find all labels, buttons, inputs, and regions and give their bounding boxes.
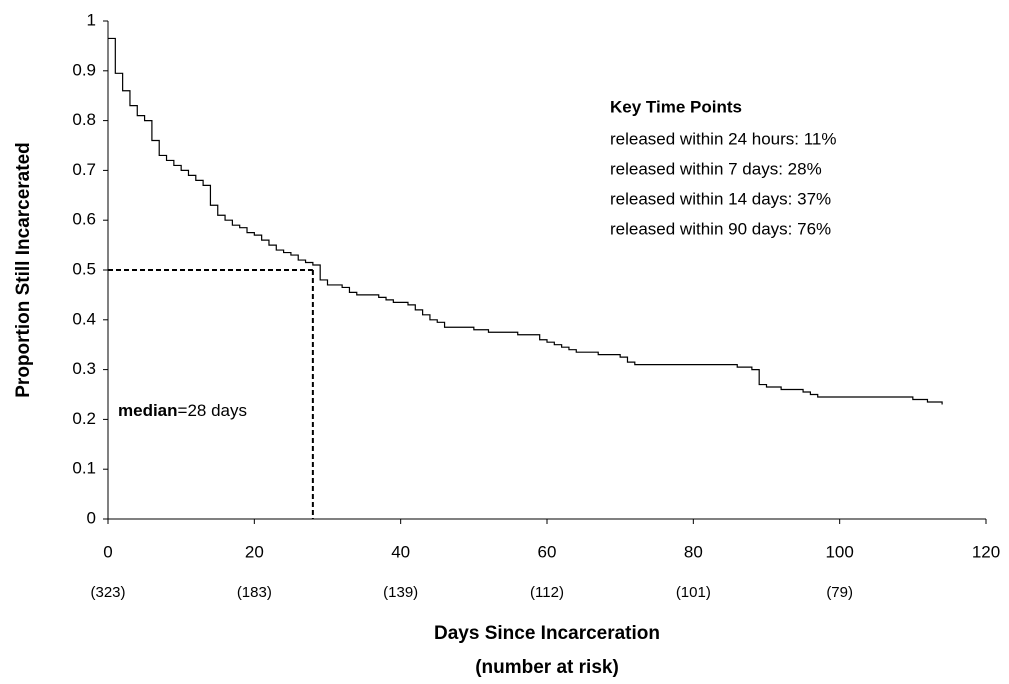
x-tick-label: 120: [972, 542, 1000, 561]
key-line: released within 14 days: 37%: [610, 189, 831, 208]
key-line: released within 24 hours: 11%: [610, 129, 837, 148]
y-tick-label: 0.6: [72, 210, 96, 229]
y-tick-label: 0.3: [72, 359, 96, 378]
y-axis-title: Proportion Still Incarcerated: [13, 142, 34, 398]
at-risk-label: (323): [90, 584, 125, 601]
x-tick-label: 20: [245, 542, 264, 561]
median-annotation: median=28 days: [118, 401, 247, 420]
at-risk-label: (101): [676, 584, 711, 601]
x-axis-title: Days Since Incarceration: [434, 623, 660, 644]
x-tick-label: 60: [538, 542, 557, 561]
x-tick-label: 80: [684, 542, 703, 561]
y-tick-label: 1: [87, 10, 96, 29]
x-tick-label: 40: [391, 542, 410, 561]
y-tick-label: 0: [87, 508, 96, 527]
x-tick-label: 100: [825, 542, 853, 561]
y-tick-label: 0.7: [72, 160, 96, 179]
at-risk-label: (79): [826, 584, 853, 601]
key-line: released within 90 days: 76%: [610, 219, 831, 238]
y-tick-label: 0.8: [72, 110, 96, 129]
median-value: =28 days: [178, 401, 247, 420]
key-line: released within 7 days: 28%: [610, 159, 822, 178]
at-risk-label: (112): [530, 584, 564, 601]
x-axis-subtitle: (number at risk): [475, 657, 619, 678]
survival-curve: [108, 37, 943, 405]
y-tick-label: 0.9: [72, 60, 96, 79]
y-tick-label: 0.1: [72, 459, 96, 478]
y-tick-label: 0.4: [72, 309, 96, 328]
key-title: Key Time Points: [610, 97, 742, 116]
median-word: median: [118, 401, 178, 420]
at-risk-label: (183): [237, 584, 272, 601]
x-tick-label: 0: [103, 542, 112, 561]
y-tick-label: 0.5: [72, 259, 96, 278]
at-risk-label: (139): [383, 584, 418, 601]
y-tick-label: 0.2: [72, 409, 96, 428]
